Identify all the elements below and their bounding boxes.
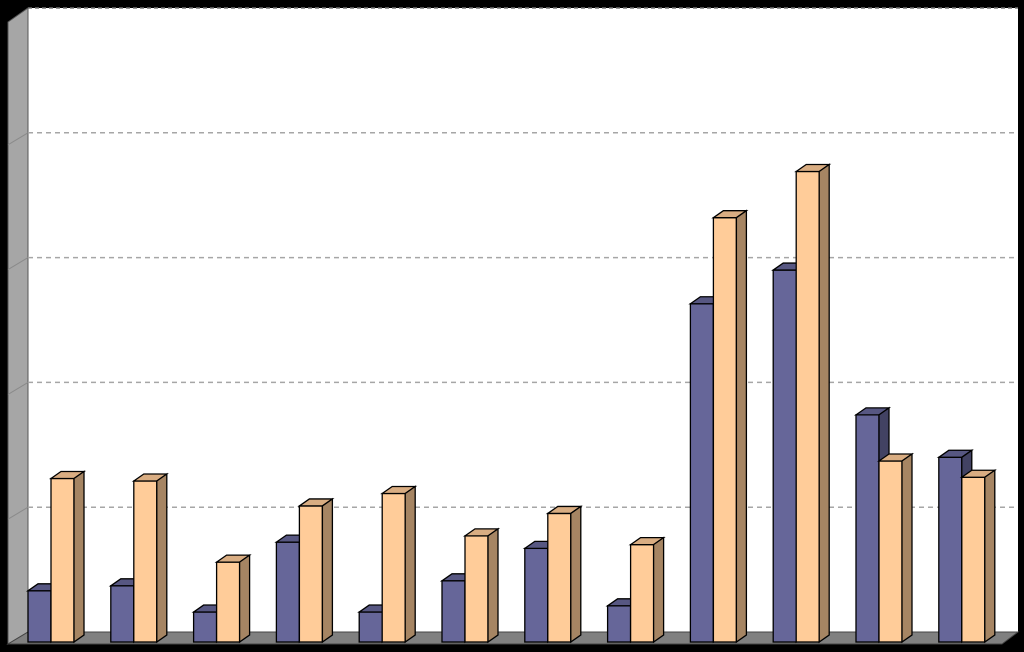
bar-front bbox=[50, 477, 75, 643]
bar-side bbox=[984, 468, 996, 644]
bar-front bbox=[381, 492, 406, 643]
bar-side bbox=[901, 452, 913, 644]
side-gridline bbox=[7, 257, 29, 271]
bar-side bbox=[238, 553, 251, 644]
bar-side bbox=[487, 527, 499, 644]
bar-front bbox=[215, 561, 241, 643]
bar-side bbox=[404, 485, 416, 644]
bar-front bbox=[772, 269, 797, 643]
plot-area bbox=[28, 8, 1018, 632]
bar-front bbox=[547, 512, 572, 643]
side-wall bbox=[7, 7, 29, 645]
bar-side bbox=[156, 472, 168, 644]
bar-front bbox=[689, 303, 715, 643]
bar-front bbox=[27, 590, 52, 643]
bar-side bbox=[735, 209, 748, 644]
bar-front bbox=[110, 585, 135, 643]
side-gridline bbox=[7, 132, 29, 146]
bar-front bbox=[133, 480, 158, 643]
bar-front bbox=[961, 476, 986, 643]
bar-front bbox=[629, 543, 655, 643]
bar-front bbox=[441, 580, 466, 643]
bar-front bbox=[795, 170, 820, 643]
bar-front bbox=[855, 414, 880, 643]
bar-front bbox=[358, 611, 383, 643]
bar-side bbox=[570, 505, 582, 644]
side-gridline bbox=[7, 506, 29, 520]
bar-front bbox=[938, 456, 963, 643]
bar-front bbox=[712, 217, 738, 643]
side-gridline bbox=[7, 381, 29, 395]
bar-side bbox=[818, 163, 830, 644]
floor bbox=[6, 631, 1020, 645]
bar-front bbox=[606, 605, 632, 643]
bar-side bbox=[321, 497, 334, 644]
bar-front bbox=[464, 535, 489, 643]
bar-front bbox=[524, 547, 549, 643]
bar-side bbox=[652, 536, 665, 644]
bar-front bbox=[275, 541, 301, 643]
bar-front bbox=[192, 611, 218, 643]
bar-side bbox=[73, 470, 85, 644]
bar-front bbox=[298, 505, 324, 643]
bar-front bbox=[878, 460, 903, 643]
